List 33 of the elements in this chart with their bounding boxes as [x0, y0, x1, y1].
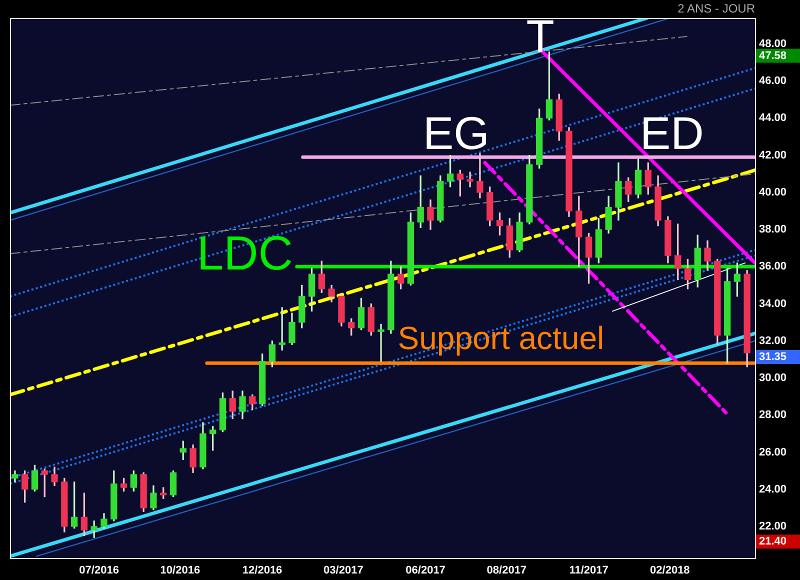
y-tick-label: 32.00: [759, 334, 787, 347]
y2-tick-label: 21.40: [759, 536, 787, 548]
x-tick-label: 11/2017: [569, 564, 608, 577]
y-tick-label: 38.00: [759, 224, 787, 236]
annotation: T: [526, 10, 554, 62]
y2-tick-label: 31.35: [759, 350, 787, 363]
y-tick-label: 24.00: [759, 483, 787, 496]
annotation: EG: [422, 107, 490, 160]
x-tick-label: 03/2017: [324, 564, 364, 577]
y-tick-label: 48.00: [759, 38, 787, 50]
candlestick: [278, 307, 286, 350]
y-tick-label: 34.00: [759, 298, 787, 310]
y-tick-label: 44.00: [759, 112, 787, 124]
candlestick: [378, 324, 384, 362]
annotation: ED: [640, 107, 704, 160]
y-tick-label: 30.00: [759, 372, 787, 384]
x-tick-label: 08/2017: [486, 564, 527, 577]
series-label: LDC: [196, 228, 293, 281]
candlestick: [466, 172, 474, 188]
y2-tick-label: 47.58: [759, 50, 787, 62]
y-tick-label: 22.00: [759, 520, 787, 532]
y-tick-label: 28.00: [759, 409, 787, 422]
x-tick-label: 07/2016: [79, 564, 119, 577]
x-tick-label: 10/2016: [160, 564, 200, 577]
x-tick-label: 02/2018: [650, 564, 690, 577]
y-tick-label: 36.00: [759, 260, 787, 273]
y-tick-label: 42.00: [759, 149, 787, 162]
x-tick-label: 12/2016: [242, 564, 282, 577]
y-tick-label: 40.00: [759, 186, 787, 198]
x-tick-label: 06/2017: [406, 564, 446, 577]
y-tick-label: 46.00: [759, 75, 787, 88]
y-tick-label: 26.00: [759, 446, 787, 458]
text: 2 ANS - JOUR: [678, 1, 756, 16]
